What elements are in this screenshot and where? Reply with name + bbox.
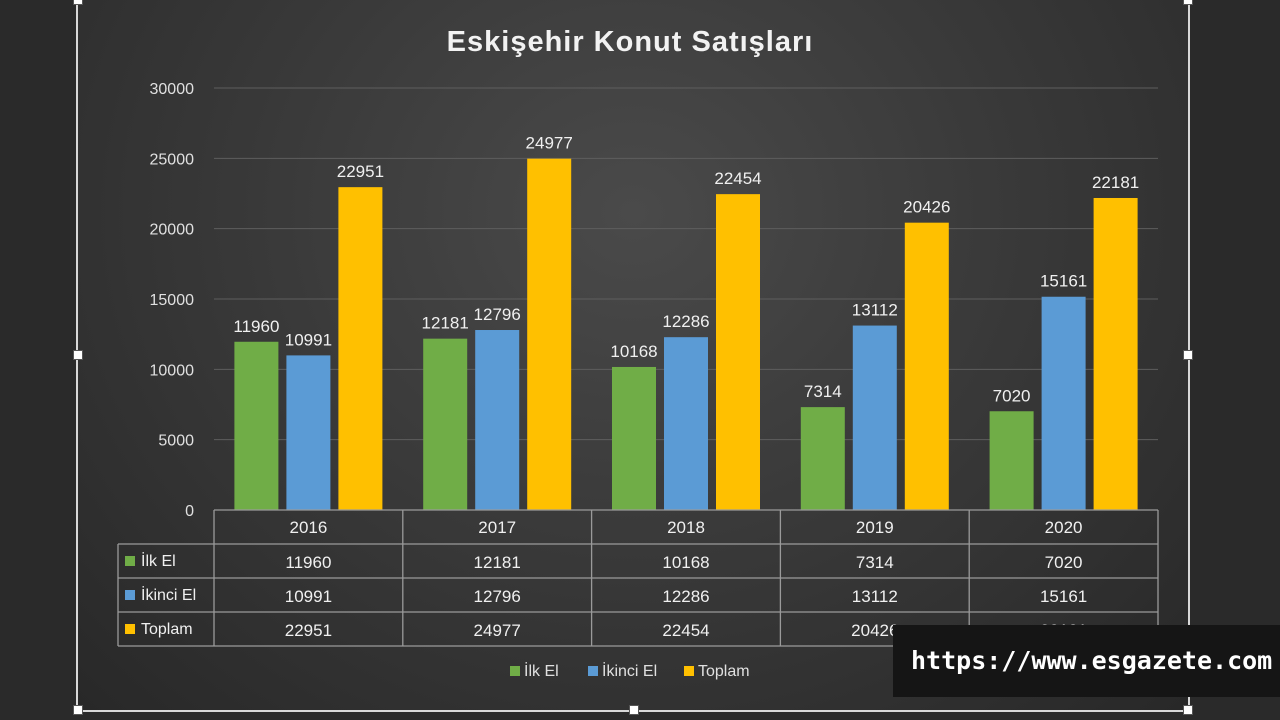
legend-label: İlk El <box>524 661 559 680</box>
bar <box>338 187 383 510</box>
table-series-label: İlk El <box>141 551 176 570</box>
table-legend-key <box>125 624 135 634</box>
table-cell-value: 24977 <box>474 621 521 640</box>
table-cell-value: 22454 <box>662 621 709 640</box>
y-tick-label: 15000 <box>150 292 195 309</box>
table-cell-value: 11960 <box>285 553 331 572</box>
bar <box>286 355 331 510</box>
bar <box>527 158 572 510</box>
resize-handle-top-right[interactable] <box>1183 0 1193 5</box>
y-tick-label: 30000 <box>150 81 195 98</box>
data-label: 22181 <box>1092 173 1139 192</box>
data-label: 12181 <box>422 314 469 333</box>
data-label: 15161 <box>1040 272 1087 291</box>
y-tick-label: 0 <box>185 503 194 520</box>
y-tick-label: 5000 <box>158 433 194 450</box>
bar <box>852 325 897 510</box>
data-label: 12796 <box>474 305 521 324</box>
data-label: 10168 <box>610 342 657 361</box>
table-series-label: Toplam <box>141 621 193 638</box>
table-cell-value: 10991 <box>285 587 332 606</box>
data-label: 22454 <box>714 169 761 188</box>
table-legend-key <box>125 590 135 600</box>
table-cell-value: 12286 <box>662 587 709 606</box>
table-cell-value: 13112 <box>852 587 898 606</box>
legend-key <box>510 666 520 676</box>
table-cell-value: 20426 <box>851 621 898 640</box>
legend-label: İkinci El <box>602 661 657 680</box>
table-cell-value: 15161 <box>1040 587 1087 606</box>
bar <box>1041 296 1086 510</box>
legend-key <box>684 666 694 676</box>
resize-handle-bottom-right[interactable] <box>1183 705 1193 715</box>
table-series-label: İkinci El <box>141 585 196 604</box>
resize-handle-middle-right[interactable] <box>1183 350 1193 360</box>
data-label: 10991 <box>285 330 332 349</box>
bar <box>475 330 520 510</box>
x-tick-label: 2020 <box>1045 518 1083 537</box>
bar <box>423 338 468 510</box>
resize-handle-middle-left[interactable] <box>73 350 83 360</box>
x-tick-label: 2019 <box>856 518 894 537</box>
data-label: 7020 <box>993 386 1031 405</box>
bar <box>800 407 845 510</box>
table-cell-value: 10168 <box>662 553 709 572</box>
data-label: 24977 <box>526 134 573 153</box>
y-tick-label: 20000 <box>150 222 195 239</box>
chart-title: Eskişehir Konut Satışları <box>447 26 814 58</box>
x-tick-label: 2018 <box>667 518 705 537</box>
data-label: 12286 <box>662 312 709 331</box>
data-label: 20426 <box>903 198 950 217</box>
resize-handle-top-left[interactable] <box>73 0 83 5</box>
y-tick-label: 25000 <box>150 151 195 168</box>
x-tick-label: 2017 <box>478 518 516 537</box>
resize-handle-bottom-center[interactable] <box>629 705 639 715</box>
x-tick-label: 2016 <box>289 518 327 537</box>
table-cell-value: 7314 <box>856 553 894 572</box>
data-label: 11960 <box>233 317 279 336</box>
data-label: 13112 <box>852 301 898 320</box>
table-cell-value: 12181 <box>474 553 521 572</box>
bar <box>664 337 708 510</box>
bar <box>1093 197 1138 510</box>
table-legend-key <box>125 556 135 566</box>
resize-handle-bottom-left[interactable] <box>73 705 83 715</box>
bar <box>234 341 279 510</box>
bar <box>989 411 1034 510</box>
bar <box>612 366 656 510</box>
table-cell-value: 22951 <box>285 621 332 640</box>
bar <box>904 222 949 511</box>
bar <box>716 194 760 510</box>
watermark-url-banner: https://www.esgazete.com <box>893 625 1280 697</box>
table-cell-value: 12796 <box>474 587 521 606</box>
table-cell-value: 7020 <box>1045 553 1083 572</box>
data-label: 22951 <box>337 162 384 181</box>
legend-label: Toplam <box>698 663 750 680</box>
data-label: 7314 <box>804 382 842 401</box>
y-tick-label: 10000 <box>150 362 195 379</box>
legend-key <box>588 666 598 676</box>
